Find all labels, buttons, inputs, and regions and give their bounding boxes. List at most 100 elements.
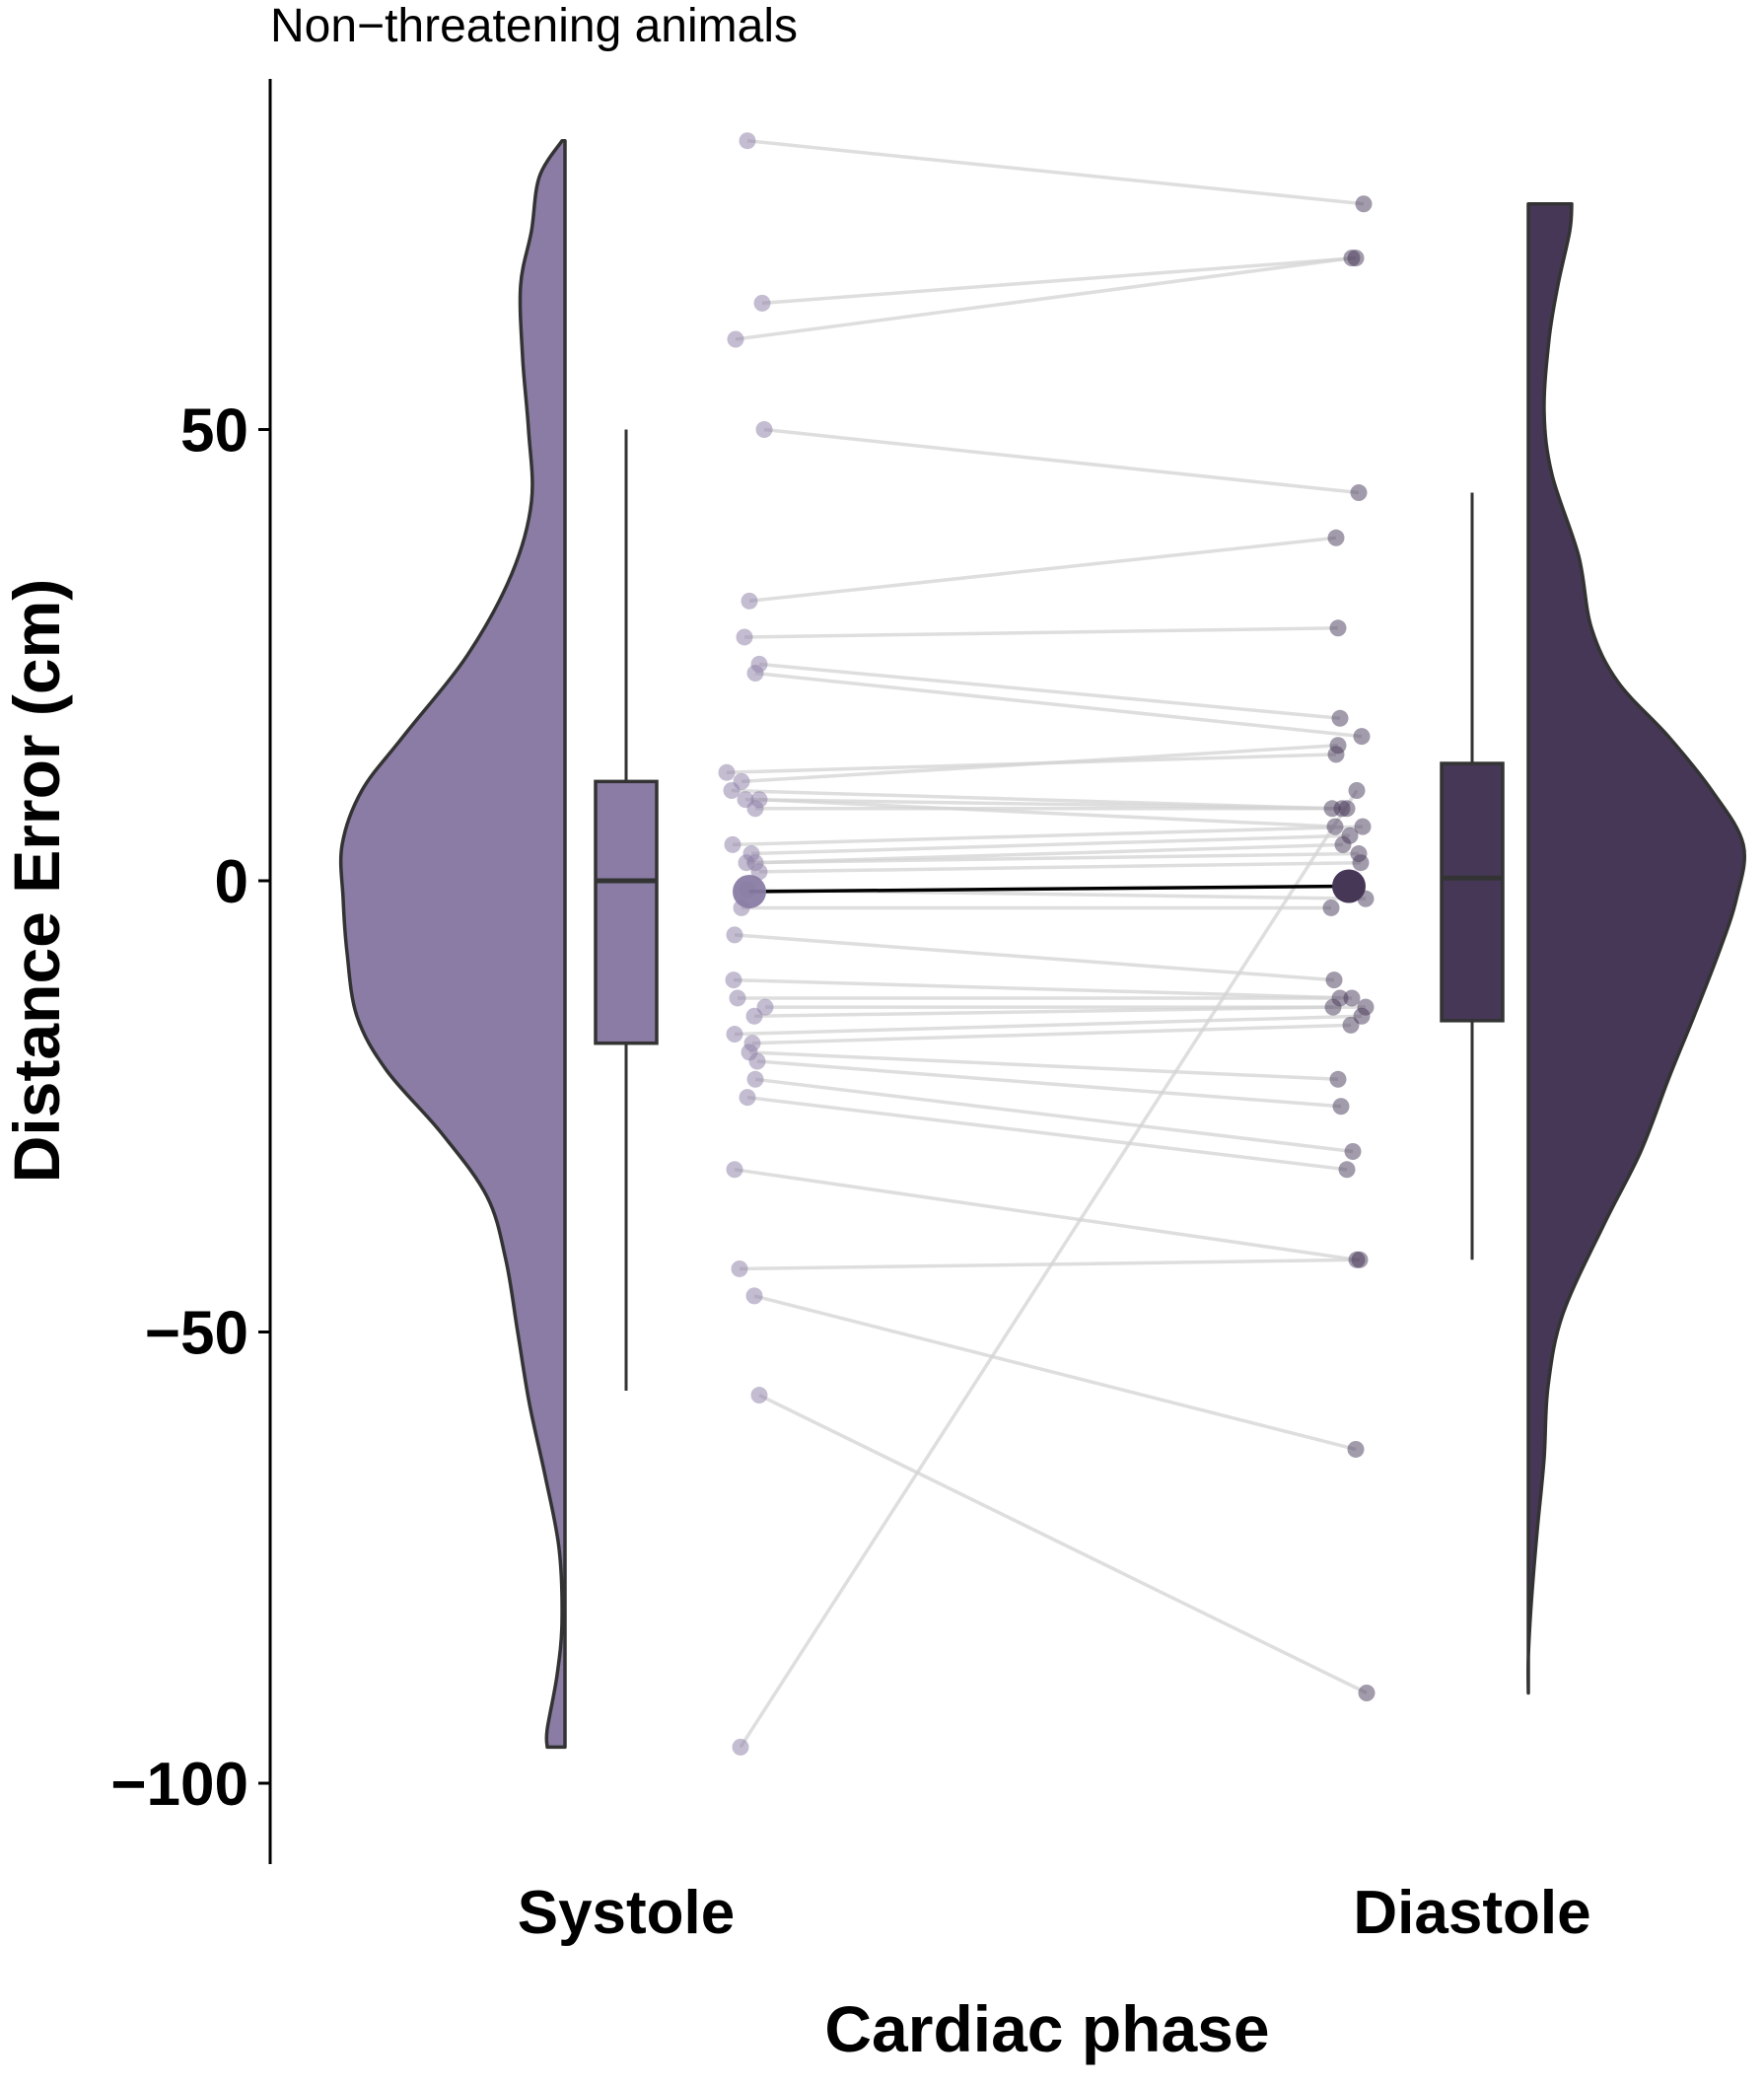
point-diastole — [1326, 818, 1344, 835]
point-diastole — [1343, 989, 1361, 1007]
point-systole — [748, 1052, 766, 1070]
point-diastole — [1322, 899, 1340, 916]
pair-line — [743, 626, 1339, 639]
point-diastole — [1338, 800, 1356, 818]
pair-line — [753, 1294, 1357, 1452]
mean-point-diastole — [1332, 869, 1366, 903]
pair-line — [758, 797, 1336, 828]
violin-systole — [338, 138, 567, 1750]
x-tick-label-diastole: Diastole — [1353, 1879, 1590, 1947]
y-tick-label: −100 — [110, 1751, 248, 1819]
y-tick-label: −50 — [145, 1300, 248, 1368]
pair-line — [735, 255, 1353, 341]
point-diastole — [1354, 818, 1372, 835]
pair-line — [758, 662, 1341, 721]
boxplot-systole — [594, 429, 659, 1391]
point-diastole — [1327, 529, 1345, 546]
point-systole — [718, 763, 736, 781]
point-diastole — [1331, 709, 1349, 727]
pair-line — [746, 1095, 1348, 1172]
point-diastole — [1358, 1685, 1376, 1701]
x-tick-label-systole: Systole — [518, 1879, 736, 1947]
point-systole — [736, 628, 753, 646]
point-systole — [739, 132, 756, 150]
point-diastole — [1344, 1143, 1362, 1160]
point-systole — [741, 592, 758, 610]
point-systole — [732, 1738, 749, 1756]
point-systole — [753, 294, 771, 312]
pair-line — [734, 1014, 1363, 1037]
point-systole — [745, 1287, 763, 1305]
pair-line — [751, 1023, 1352, 1045]
pair-line — [761, 255, 1357, 306]
chart-title: Non−threatening animals — [270, 0, 798, 52]
pair-line — [754, 1077, 1354, 1154]
point-diastole — [1334, 835, 1352, 853]
point-diastole — [1351, 1251, 1369, 1268]
pair-line — [733, 977, 1353, 1000]
systole-points — [718, 132, 774, 1756]
point-systole — [731, 1259, 748, 1277]
violin-diastole — [1526, 202, 1747, 1695]
boxplot-systole-box — [594, 779, 659, 1045]
point-systole — [755, 421, 773, 438]
point-diastole — [1353, 728, 1371, 746]
pair-line — [746, 138, 1365, 206]
pair-line — [745, 851, 1360, 865]
point-systole — [745, 1007, 763, 1025]
point-systole — [750, 1387, 768, 1404]
point-systole — [726, 1026, 743, 1044]
y-axis-ticks: 50 0 −50 −100 — [110, 397, 270, 1819]
diastole-points — [1322, 195, 1376, 1701]
point-diastole — [1324, 998, 1342, 1016]
point-systole — [729, 989, 746, 1007]
point-systole — [726, 1161, 743, 1179]
y-tick-label: 0 — [215, 848, 248, 916]
pair-line — [753, 1005, 1334, 1018]
point-diastole — [1338, 1161, 1356, 1179]
point-systole — [725, 972, 742, 989]
pair-line — [734, 933, 1335, 982]
pair-line — [758, 860, 1362, 874]
point-systole — [724, 835, 741, 853]
pair-line — [741, 744, 1339, 784]
mean-line — [748, 884, 1350, 894]
pair-line — [763, 427, 1360, 495]
point-systole — [738, 854, 755, 872]
pair-line — [734, 1168, 1358, 1262]
pair-line — [754, 671, 1363, 739]
point-diastole — [1352, 854, 1370, 872]
mean-point-systole — [733, 874, 766, 908]
point-diastole — [1329, 737, 1347, 755]
point-diastole — [1332, 1098, 1350, 1115]
point-diastole — [1329, 619, 1347, 637]
y-tick-label: 50 — [180, 397, 248, 466]
point-diastole — [1342, 1016, 1360, 1034]
point-diastole — [1355, 195, 1373, 213]
boxplot-diastole-box — [1440, 761, 1505, 1023]
plot-area — [338, 132, 1747, 1756]
point-diastole — [1350, 484, 1368, 502]
pair-line — [739, 789, 1359, 1749]
means — [733, 869, 1366, 908]
paired-lines — [726, 138, 1368, 1749]
point-diastole — [1325, 972, 1343, 989]
pair-line — [732, 825, 1364, 847]
point-systole — [746, 665, 764, 683]
pair-line — [756, 1059, 1342, 1109]
pair-line — [750, 833, 1351, 856]
pair-line — [748, 536, 1337, 604]
y-axis-title: Distance Error (cm) — [0, 579, 73, 1184]
pair-line — [748, 1050, 1339, 1082]
x-axis-title: Cardiac phase — [824, 1992, 1269, 2065]
point-systole — [727, 330, 744, 348]
point-systole — [726, 926, 743, 944]
point-systole — [750, 791, 768, 809]
point-systole — [746, 1070, 764, 1088]
boxplot-diastole — [1440, 492, 1505, 1260]
point-systole — [723, 782, 741, 799]
pair-line — [758, 1393, 1368, 1695]
point-diastole — [1329, 1070, 1347, 1088]
point-diastole — [1347, 1440, 1365, 1458]
